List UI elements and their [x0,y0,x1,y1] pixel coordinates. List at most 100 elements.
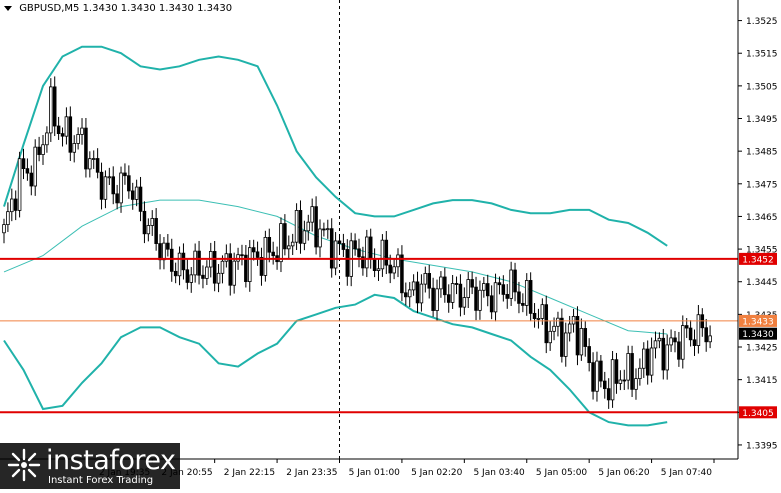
candle-body [649,347,654,376]
candle-body [146,225,151,235]
candle-body [263,236,268,276]
x-tick-label: 5 Jan 03:40 [473,468,525,478]
ohlc-readout: 1.3430 1.3430 1.3430 1.3430 [82,3,233,14]
candle-body [443,276,447,296]
candle-body [240,254,244,257]
candle-body [224,253,229,262]
candle-body [314,206,318,248]
bollinger-upper-band [3,45,668,247]
candle-body [72,143,76,153]
candle-body [591,362,595,392]
candle-body [618,379,623,384]
candle-body [302,230,307,244]
candle-body [669,337,673,346]
candle-body [688,327,693,341]
candle-body [653,340,658,349]
candle-body [556,317,560,327]
candle-body [25,168,30,174]
candle-body [606,388,611,401]
candle-body [466,279,470,298]
price-label-box [739,406,777,419]
candle-body [84,127,88,170]
candle-body [76,134,80,144]
candle-body [103,176,108,200]
y-tick-label: 1.3505 [746,82,778,92]
candle-body [446,294,451,303]
candle-body [173,270,178,277]
candle-body [575,315,580,356]
candle-body [283,223,287,250]
price-label-box [739,252,777,265]
candle-body [287,245,291,250]
candle-body [169,248,174,272]
candle-body [361,256,365,269]
candle-body [130,190,135,200]
candle-body [638,367,642,380]
candle-body [517,291,521,304]
candle-body [17,158,22,211]
y-tick-label: 1.3485 [746,148,778,158]
candle-body [493,282,498,313]
candle-body [482,283,486,291]
candle-body [462,297,467,308]
candle-body [290,241,295,247]
price-label-text: 1.3433 [742,317,774,327]
candle-body [111,176,115,195]
candle-body [380,239,385,270]
candle-body [13,198,18,211]
candle-body [322,228,326,231]
y-tick-label: 1.3515 [746,50,778,60]
candle-body [232,260,236,286]
candle-body [37,146,41,155]
candle-body [505,294,510,299]
candle-body [271,251,275,257]
y-tick-label: 1.3525 [746,17,778,27]
candle-body [485,283,490,297]
candle-body [91,158,96,160]
candle-body [419,283,424,304]
x-tick-label: 5 Jan 01:00 [349,468,401,478]
candle-body [626,353,630,381]
dropdown-triangle-icon[interactable] [4,5,12,11]
candle-body [294,210,299,243]
candle-body [610,359,615,401]
candle-body [458,283,463,308]
candle-body [587,346,591,364]
candle-body [99,171,104,200]
candle-body [138,186,143,212]
candle-body [189,274,194,283]
candle-body [2,224,6,234]
candle-body [228,253,233,286]
candle-body [560,317,564,357]
candle-body [329,228,334,269]
candle-body [532,312,537,319]
candle-body [567,323,572,334]
candle-body [614,359,619,384]
candle-body [166,242,170,250]
y-tick-label: 1.3395 [746,441,778,451]
candle-body [692,339,697,346]
candle-body [154,218,158,244]
candle-body [552,325,556,332]
candle-body [677,341,681,360]
candle-body [450,283,455,303]
candle-body [341,243,346,250]
candle-body [56,125,61,134]
price-label-text: 1.3452 [742,255,774,265]
candle-body [123,172,127,177]
x-tick-label: 5 Jan 07:40 [661,468,713,478]
candle-body [563,332,568,357]
price-label-box [739,314,777,327]
candle-body [251,247,256,253]
candle-body [489,295,494,313]
candle-body [52,86,57,127]
candle-body [501,284,506,295]
watermark: instaforex Instant Forex Trading [0,443,180,489]
instaforex-logo-icon [7,448,41,482]
candle-body [318,228,322,248]
candle-body [337,240,342,244]
candle-body [60,133,65,137]
symbol-label: GBPUSD,M5 [19,3,80,14]
candle-body [205,266,209,279]
candle-body [259,257,264,276]
